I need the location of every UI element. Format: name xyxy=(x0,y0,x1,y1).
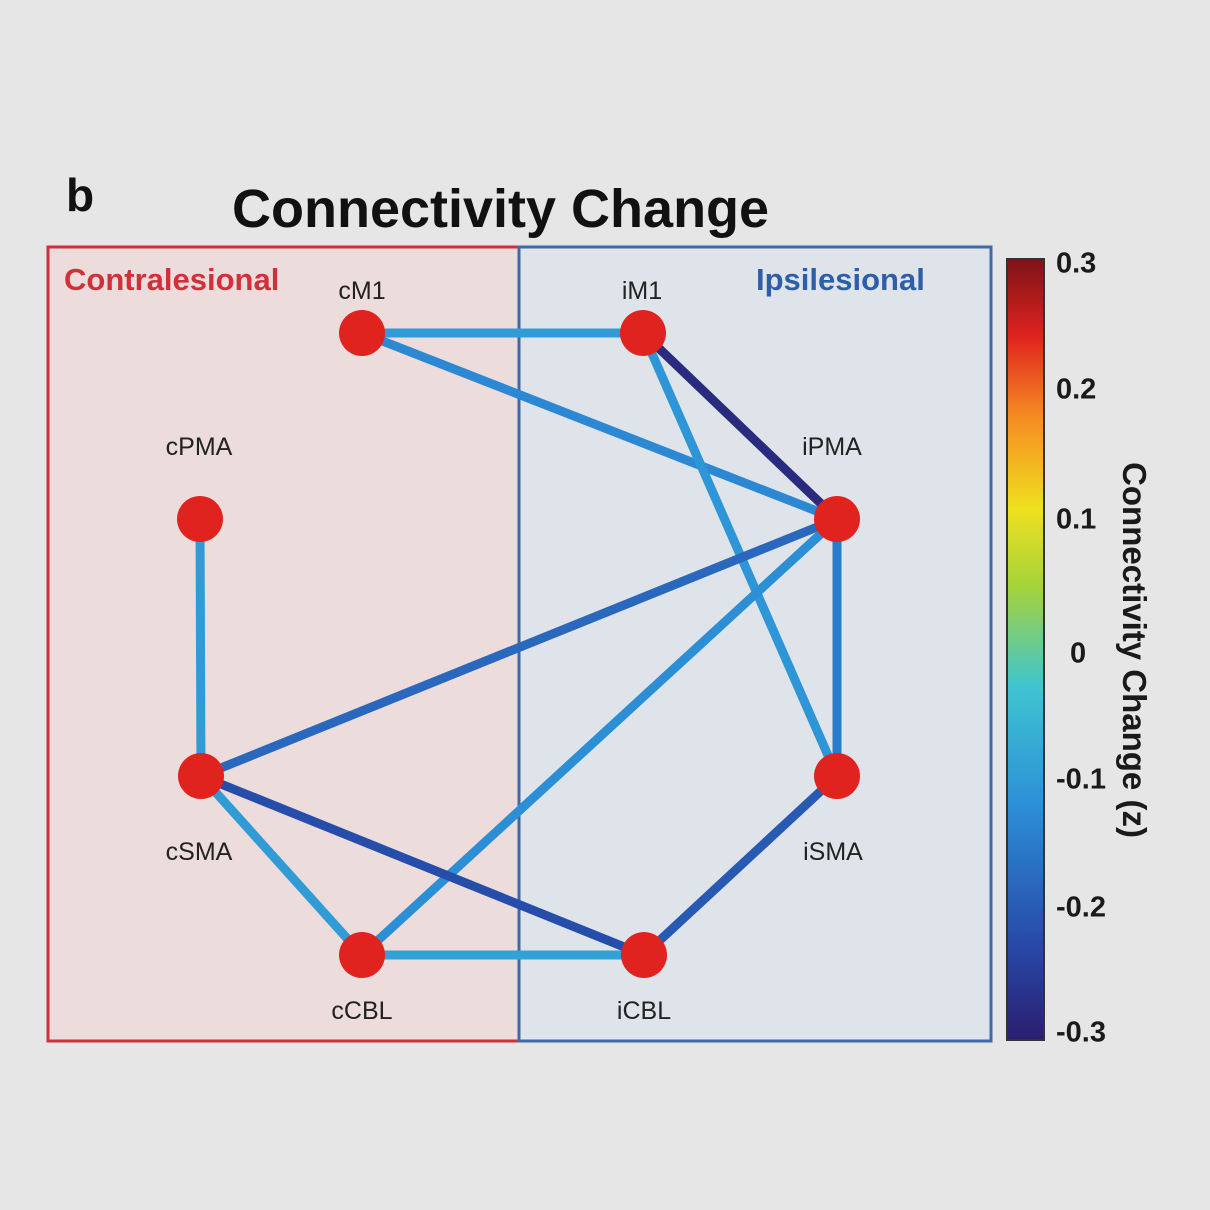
node-label-cSMA: cSMA xyxy=(165,838,233,866)
colorbar-tick-label: 0.1 xyxy=(1056,503,1097,536)
node-iPMA xyxy=(814,496,860,542)
node-cCBL xyxy=(339,932,385,978)
edge-iSMA-iCBL xyxy=(639,771,842,960)
edge-cSMA-iCBL xyxy=(196,771,649,960)
node-label-cM1: cM1 xyxy=(338,277,386,305)
node-cSMA xyxy=(178,753,224,799)
colorbar-tick-label: -0.2 xyxy=(1056,891,1106,924)
node-iM1 xyxy=(620,310,666,356)
node-iCBL xyxy=(621,932,667,978)
node-iSMA xyxy=(814,753,860,799)
ipsilesional-label: Ipsilesional xyxy=(756,262,925,297)
colorbar-tick-label: 0.2 xyxy=(1056,373,1097,406)
edge-iPMA-cCBL xyxy=(357,514,842,960)
ipsilesional-region xyxy=(517,245,993,1043)
node-cM1 xyxy=(339,310,385,356)
node-label-iSMA: iSMA xyxy=(803,838,863,866)
colorbar-title: Connectivity Change (z) xyxy=(1116,462,1153,838)
panel-letter: b xyxy=(66,169,95,221)
node-cPMA xyxy=(177,496,223,542)
edge-cM1-iPMA xyxy=(357,328,842,524)
colorbar-tick-label: -0.3 xyxy=(1056,1016,1106,1049)
colorbar xyxy=(1006,258,1045,1041)
edge-cPMA-cSMA xyxy=(195,514,206,781)
node-label-iM1: iM1 xyxy=(621,277,663,305)
node-label-cCBL: cCBL xyxy=(331,997,393,1025)
edge-iM1-iPMA xyxy=(638,328,842,524)
colorbar-tick-label: 0.3 xyxy=(1056,247,1097,280)
figure-title: Connectivity Change xyxy=(232,179,770,239)
contralesional-label: Contralesional xyxy=(64,262,280,297)
edges-layer xyxy=(195,328,842,960)
colorbar-tick-label: -0.1 xyxy=(1056,763,1106,796)
nodes-layer xyxy=(177,310,860,978)
node-label-iCBL: iCBL xyxy=(616,997,672,1025)
node-label-iPMA: iPMA xyxy=(802,433,862,461)
colorbar-tick-label: 0 xyxy=(1070,637,1087,670)
contralesional-region xyxy=(46,245,521,1043)
node-label-cPMA: cPMA xyxy=(165,433,233,461)
edge-cSMA-cCBL xyxy=(196,771,367,960)
edge-iPMA-cSMA xyxy=(196,514,842,781)
